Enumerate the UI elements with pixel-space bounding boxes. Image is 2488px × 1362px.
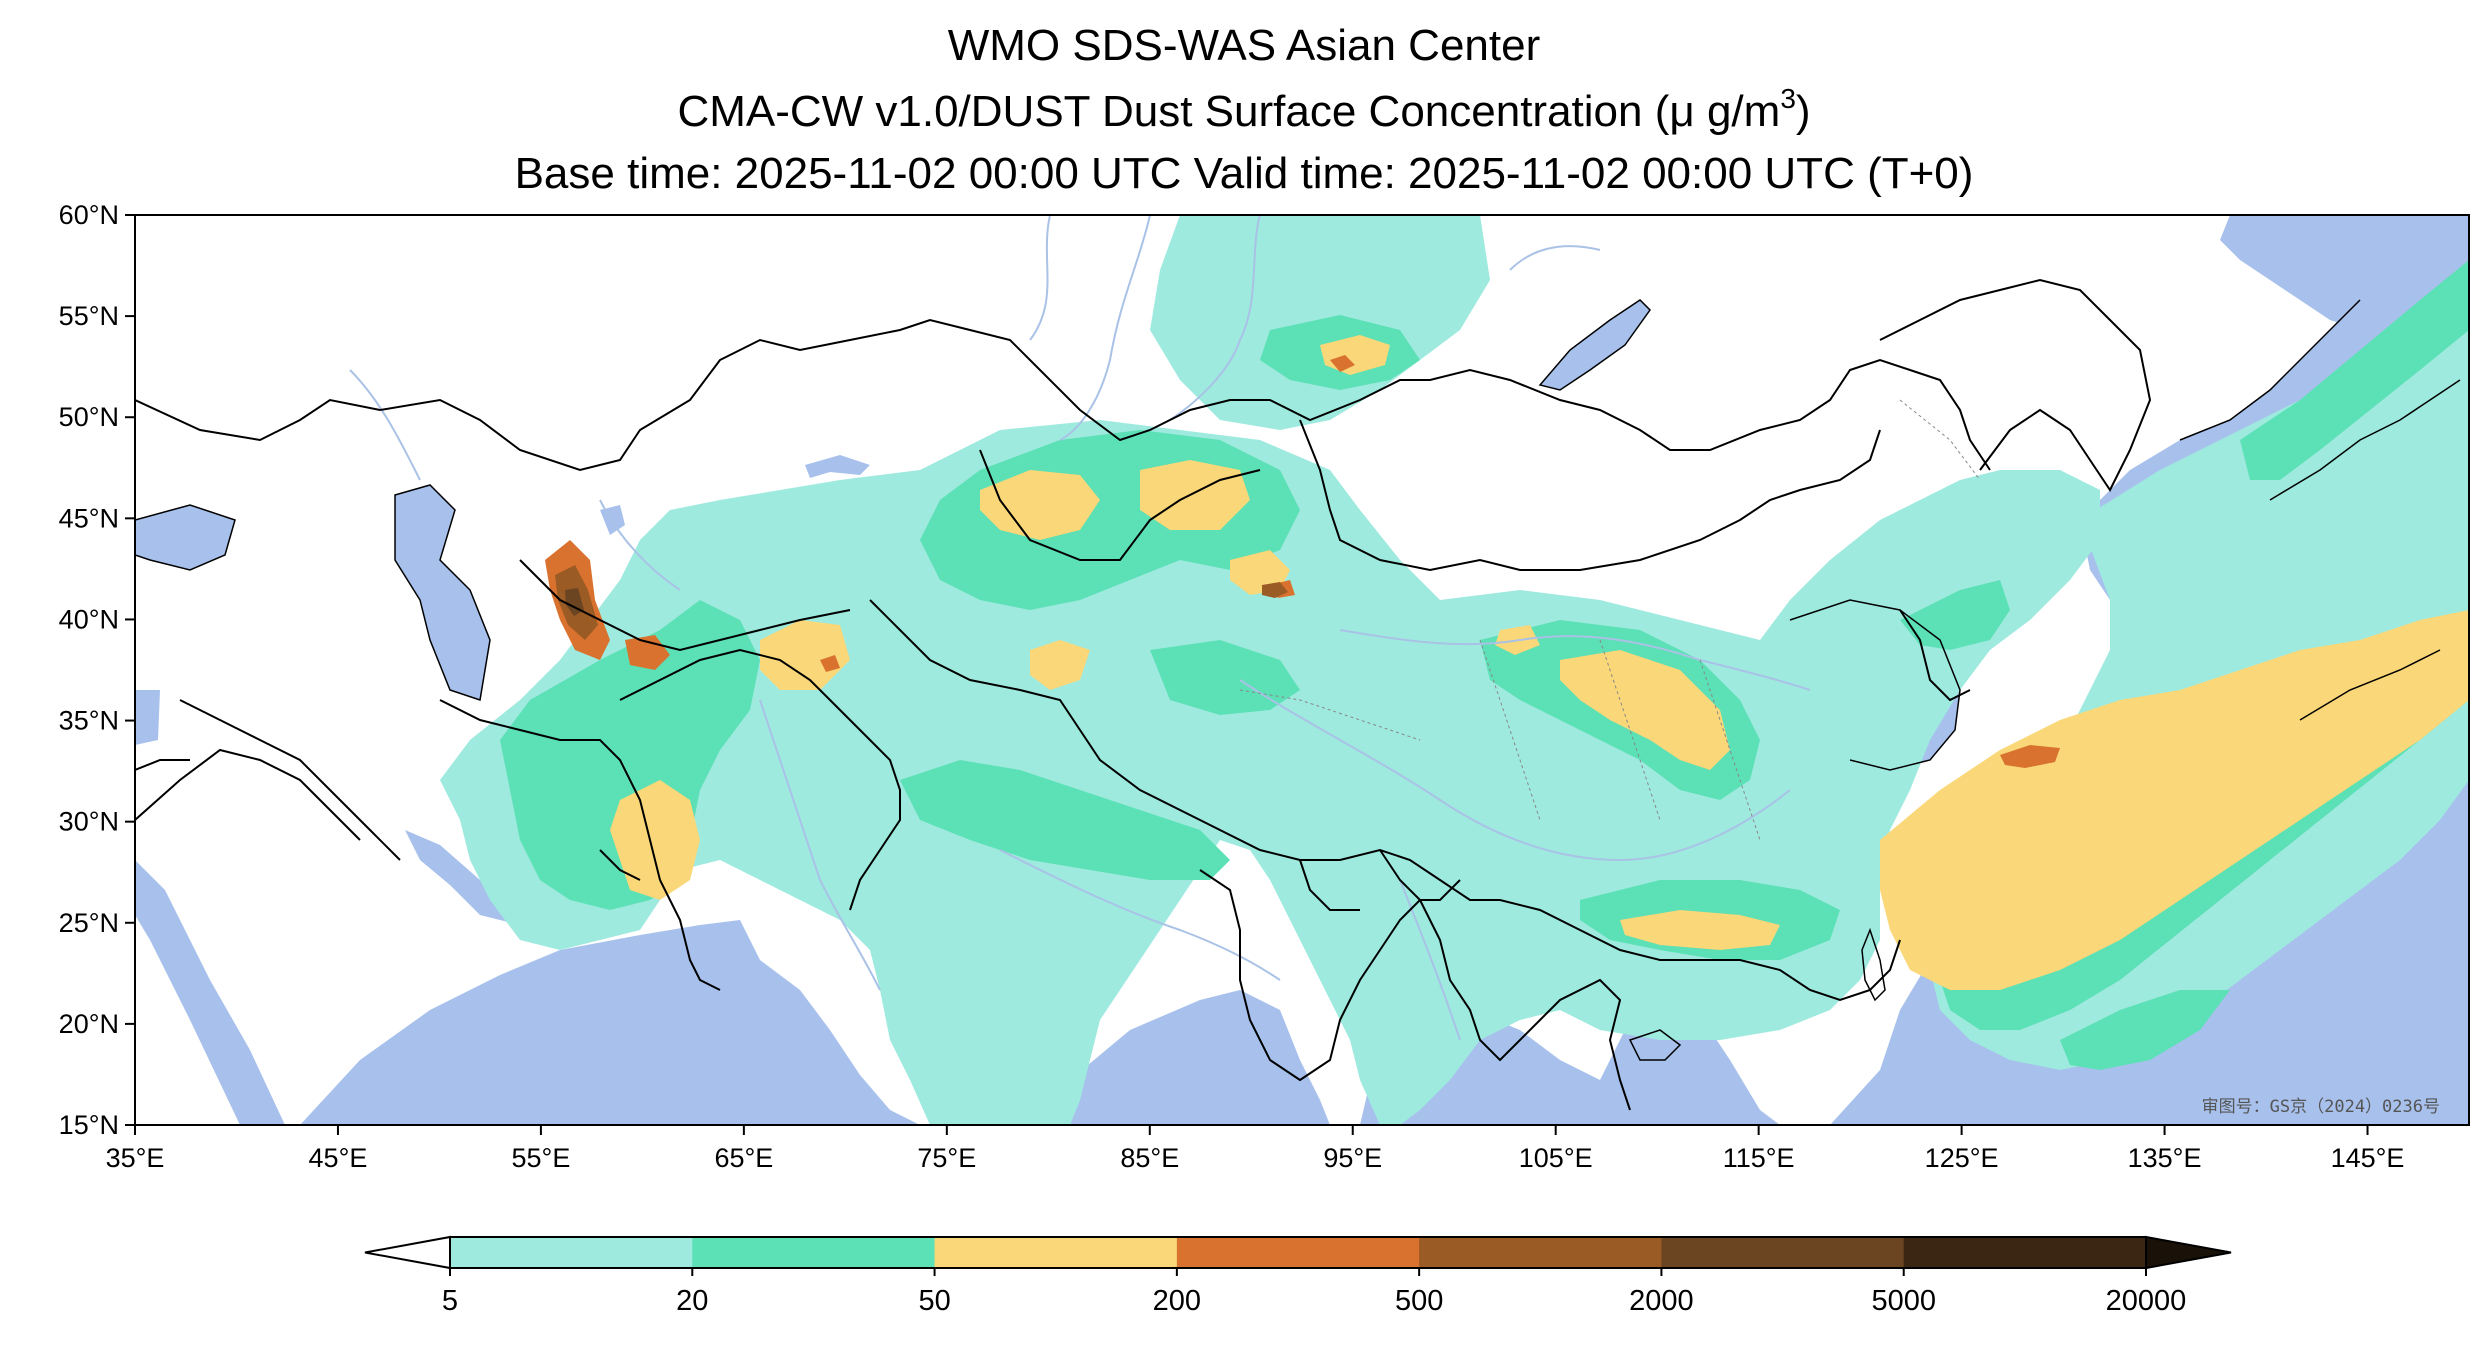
title-line-2: CMA-CW v1.0/DUST Dust Surface Concentrat… — [0, 83, 2488, 138]
latitude-axis: 60°N 55°N 50°N 45°N 40°N 35°N 30°N 25°N 20°N 15°N — [59, 200, 135, 1140]
mediterranean-sea — [135, 690, 160, 745]
lon-tick-label: 75°E — [917, 1143, 976, 1173]
colorbar-tick-label: 2000 — [1629, 1285, 1694, 1317]
lon-tick-label: 85°E — [1120, 1143, 1179, 1173]
colorbar-segment — [1419, 1237, 1662, 1268]
lon-tick-label: 135°E — [2128, 1143, 2202, 1173]
colorbar-segment — [450, 1237, 693, 1268]
colorbar-tick-label: 20000 — [2106, 1285, 2187, 1317]
lat-tick-label: 15°N — [59, 1110, 119, 1140]
lat-tick-label: 45°N — [59, 503, 119, 533]
lat-tick-label: 40°N — [59, 604, 119, 634]
lake-balkhash — [805, 455, 870, 478]
lat-tick-label: 50°N — [59, 402, 119, 432]
lon-tick-label: 145°E — [2331, 1143, 2405, 1173]
lon-tick-label: 55°E — [511, 1143, 570, 1173]
map-approval-number: 审图号：GS京（2024）0236号 — [2202, 1097, 2440, 1117]
province-borders — [1239, 399, 1981, 841]
colorbar-segment — [1176, 1237, 1420, 1268]
colorbar-segment — [934, 1237, 1178, 1268]
coastlines — [135, 299, 2461, 1061]
colorbar-outline — [449, 1236, 2147, 1269]
lon-tick-label: 105°E — [1519, 1143, 1593, 1173]
lon-tick-label: 45°E — [309, 1143, 368, 1173]
title-unit: μ g/m — [1669, 87, 1781, 136]
lon-tick-label: 125°E — [1925, 1143, 1999, 1173]
lat-tick-label: 55°N — [59, 301, 119, 331]
title-line-2-suffix: ) — [1795, 87, 1811, 136]
colorbar-segment — [692, 1237, 936, 1268]
title-line-2-prefix: CMA-CW v1.0/DUST Dust Surface Concentrat… — [677, 87, 1670, 136]
title-unit-exponent: 3 — [1780, 83, 1796, 114]
lon-tick-label: 95°E — [1323, 1143, 1382, 1173]
arabian-sea-indian-ocean — [300, 350, 2469, 1125]
dust-level-50-200 — [610, 335, 2469, 990]
black-sea — [135, 505, 235, 570]
longitude-axis: 35°E 45°E 55°E 65°E 75°E 85°E 95°E 105°E 115°E 12… — [106, 1125, 2405, 1173]
colorbar: 5 20 50 200 500 2000 5000 20000 — [364, 1235, 2232, 1317]
colorbar-tick-label: 5 — [442, 1285, 458, 1317]
colorbar-tick-label: 20 — [676, 1285, 708, 1317]
colorbar-tick-label: 200 — [1153, 1285, 1201, 1317]
colorbar-over-arrow — [2145, 1235, 2232, 1270]
lake-baikal — [1540, 300, 1650, 390]
red-sea — [135, 860, 285, 1125]
colorbar-tick-label: 50 — [918, 1285, 950, 1317]
lat-tick-label: 60°N — [59, 200, 119, 230]
title-line-1: WMO SDS-WAS Asian Center — [947, 21, 1541, 70]
lat-tick-label: 25°N — [59, 908, 119, 938]
colorbar-segment — [1903, 1237, 2147, 1268]
lon-tick-label: 65°E — [714, 1143, 773, 1173]
colorbar-under-arrow — [364, 1235, 451, 1270]
lat-tick-label: 20°N — [59, 1009, 119, 1039]
dust-concentration-fields — [440, 215, 2469, 1125]
country-borders — [135, 278, 2152, 1111]
lat-tick-label: 35°N — [59, 706, 119, 736]
colorbar-tick-label: 500 — [1395, 1285, 1443, 1317]
title-line-3: Base time: 2025-11-02 00:00 UTC Valid ti… — [514, 149, 1974, 198]
map-area — [135, 215, 2469, 1125]
lon-tick-label: 35°E — [106, 1143, 165, 1173]
sea-of-okhotsk — [2220, 215, 2469, 340]
caspian-sea — [395, 485, 490, 700]
map-frame — [134, 214, 2470, 1126]
rivers — [349, 215, 1811, 1041]
colorbar-tick-label: 5000 — [1871, 1285, 1936, 1317]
lon-tick-label: 115°E — [1723, 1143, 1795, 1173]
colorbar-segment — [1661, 1237, 1905, 1268]
lat-tick-label: 30°N — [59, 807, 119, 837]
